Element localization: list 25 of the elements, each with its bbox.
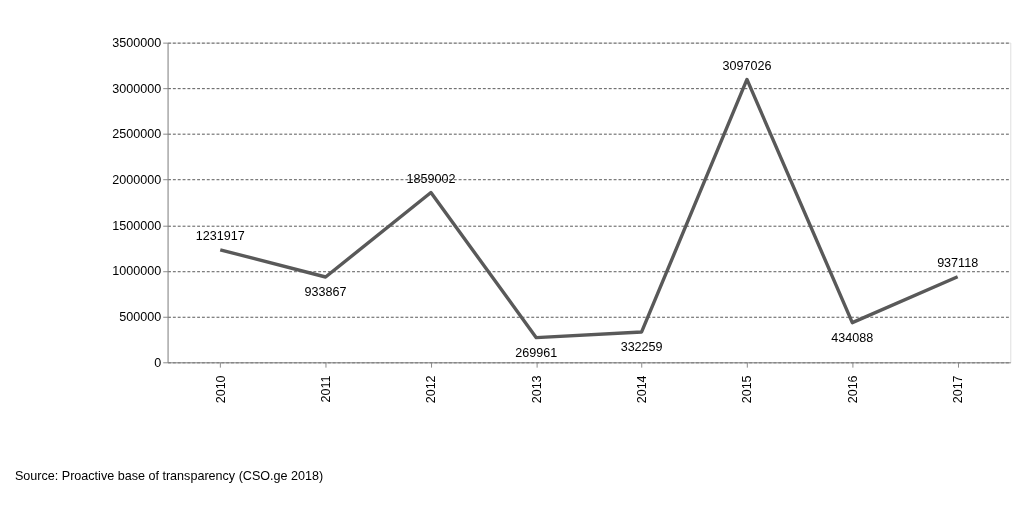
y-tick-label: 1500000 — [112, 218, 162, 233]
y-tick-label: 3000000 — [112, 81, 162, 96]
x-tick-label: 2013 — [529, 375, 544, 404]
y-tick-label: 2500000 — [112, 127, 162, 142]
data-label: 1859002 — [406, 171, 456, 186]
data-label: 937118 — [937, 256, 979, 271]
x-tick-label: 2015 — [740, 375, 755, 404]
x-tick-label: 2017 — [951, 375, 965, 404]
data-label: 332259 — [620, 340, 663, 355]
x-tick-label: 2012 — [424, 375, 439, 404]
x-tick-label: 2011 — [318, 375, 333, 403]
data-label: 269961 — [515, 346, 558, 361]
source-note: Source: Proactive base of transparency (CSO.ge 2018) — [14, 469, 324, 484]
x-tick-label: 2014 — [634, 375, 649, 404]
y-tick-label: 2000000 — [112, 173, 162, 187]
x-tick-label: 2010 — [213, 375, 228, 404]
y-tick-label: 1000000 — [112, 264, 162, 279]
data-label: 434088 — [831, 331, 874, 346]
x-tick-label: 2016 — [845, 375, 860, 404]
data-label: 933867 — [304, 285, 347, 300]
data-label: 3097026 — [722, 58, 772, 73]
y-tick-label: 500000 — [119, 310, 162, 324]
data-label: 1231917 — [195, 229, 245, 244]
y-tick-label: 0 — [154, 355, 162, 370]
y-tick-label: 3500000 — [112, 36, 162, 50]
